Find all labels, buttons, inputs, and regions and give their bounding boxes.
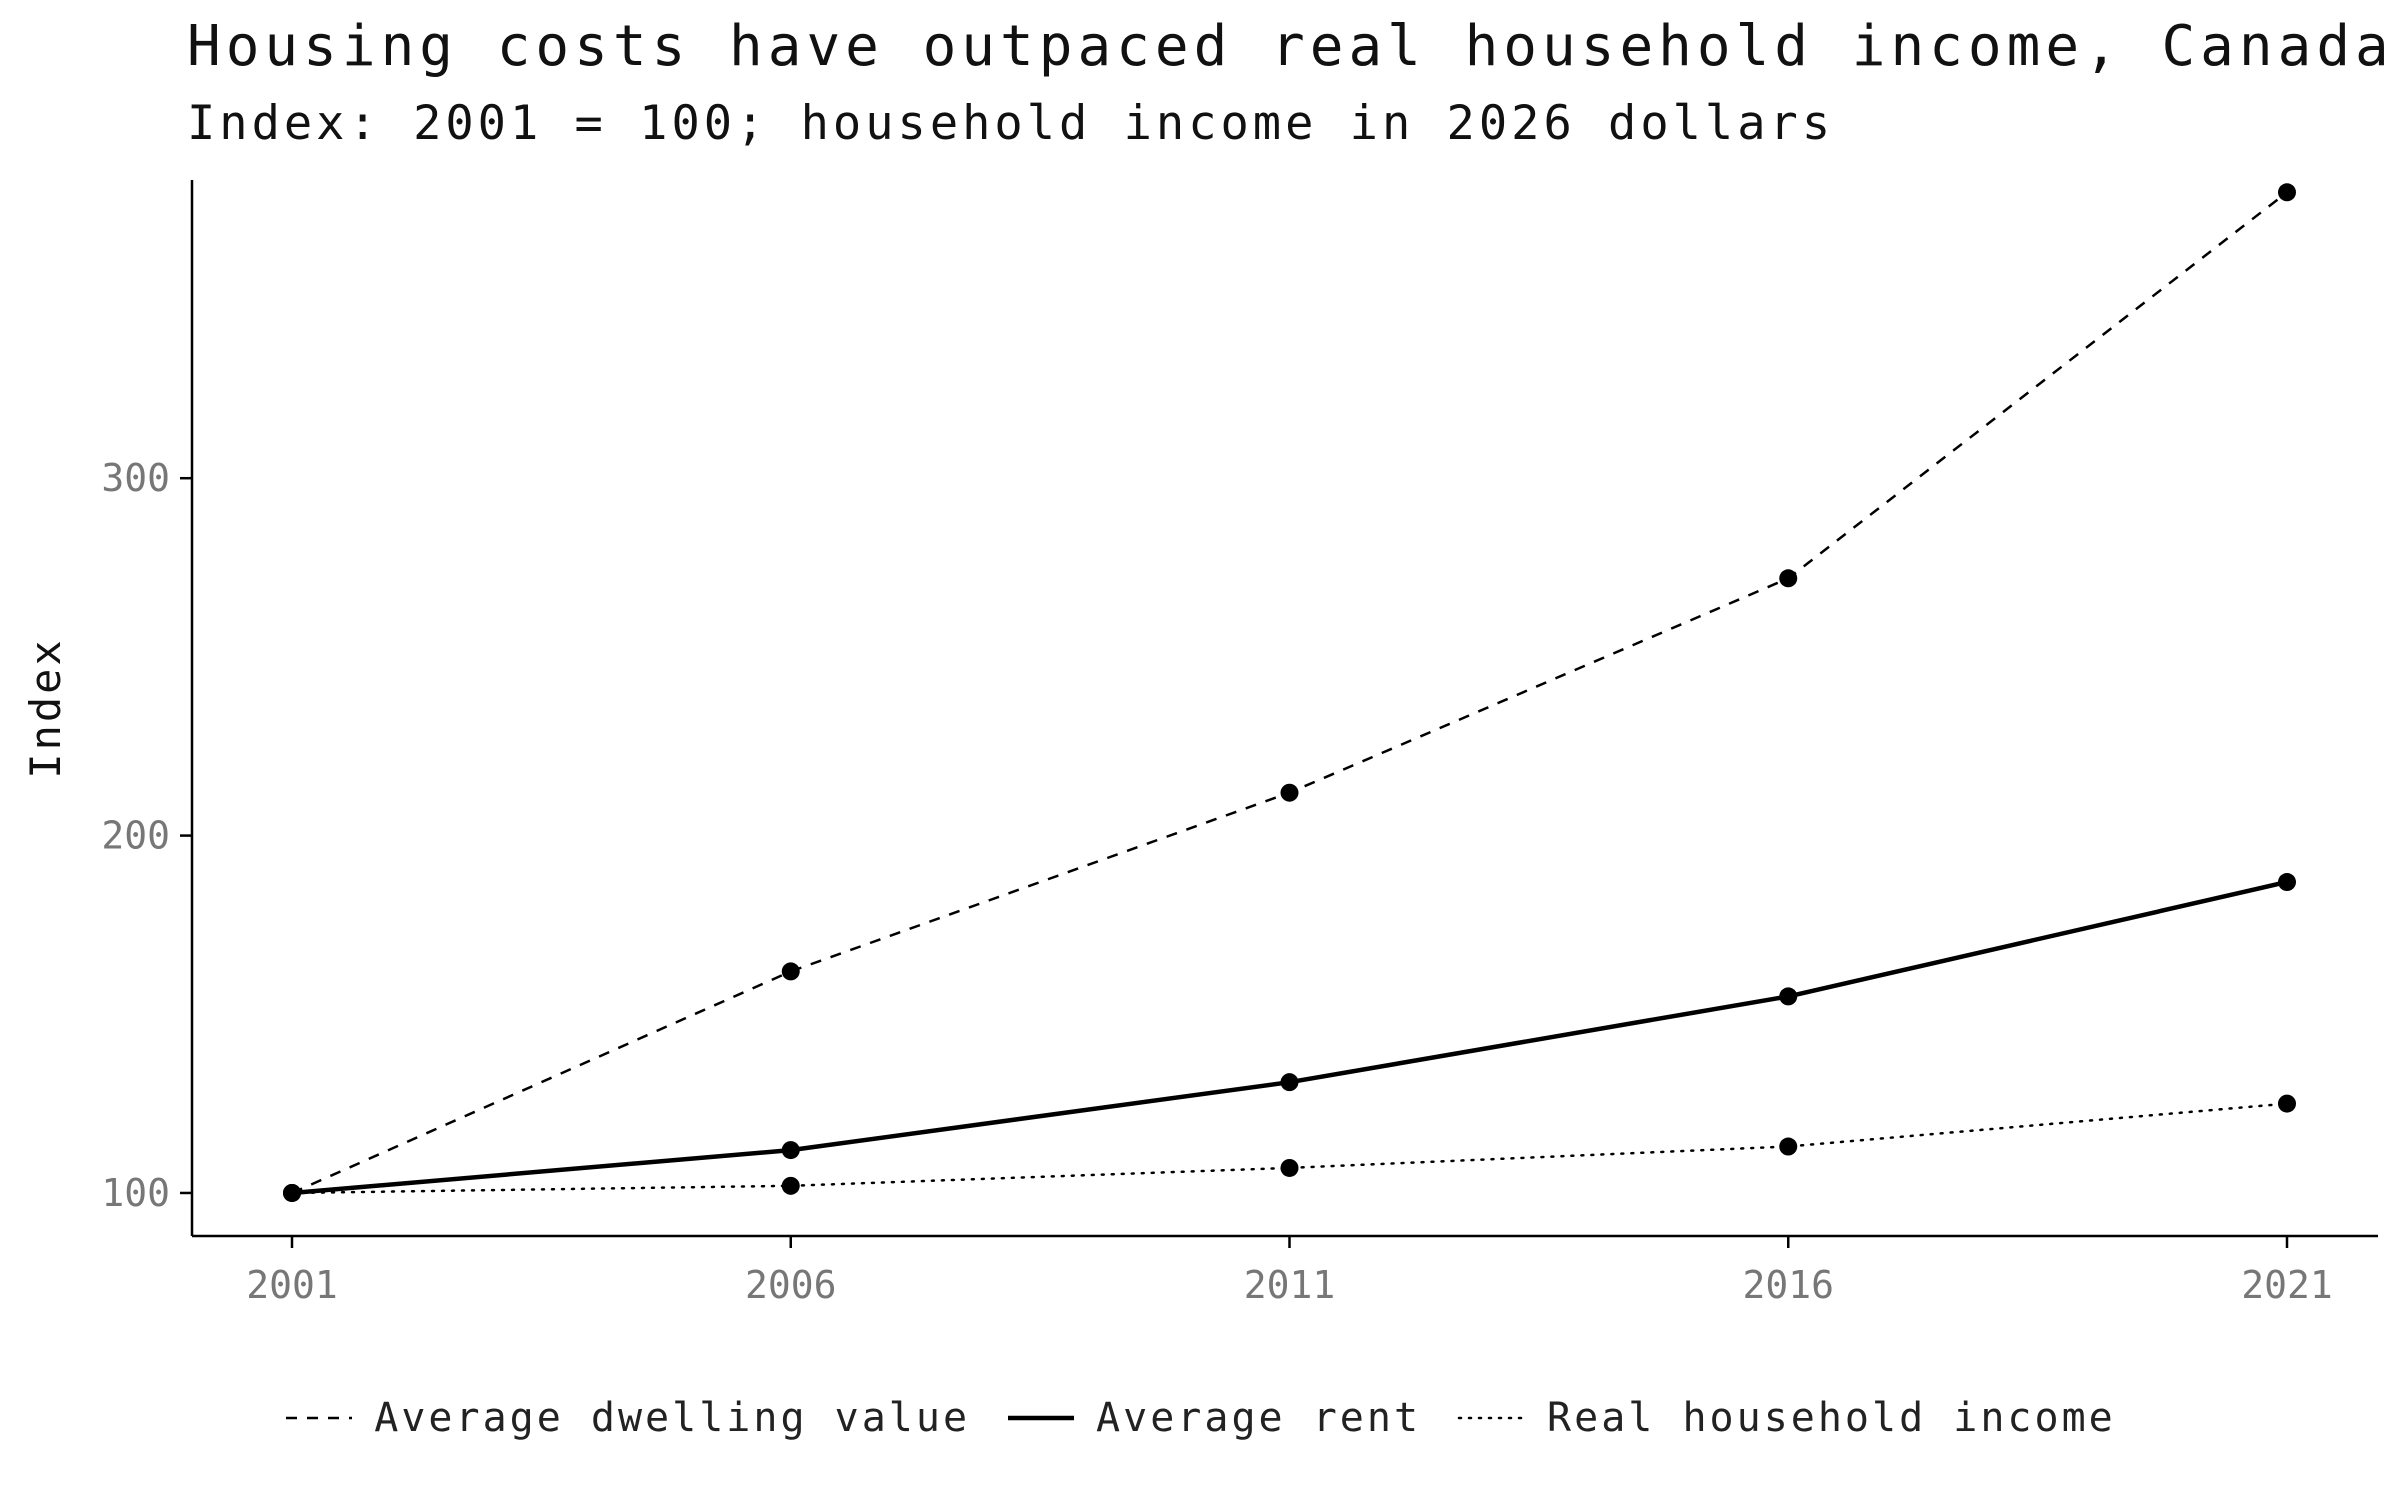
legend-label: Average dwelling value: [374, 1395, 971, 1441]
legend-label: Average rent: [1096, 1395, 1422, 1441]
series: [283, 183, 2296, 1202]
y-tick-label: 200: [101, 814, 170, 858]
x-tick-label: 2001: [246, 1263, 338, 1307]
legend-item-dwelling-value: Average dwelling value: [284, 1395, 970, 1441]
y-tick-label: 300: [101, 456, 170, 500]
legend-label: Real household income: [1547, 1395, 2116, 1441]
legend-key-dashed: [286, 1416, 353, 1420]
data-point: [781, 1141, 800, 1160]
axes: Index: [21, 180, 2378, 1238]
x-tick-label: 2006: [745, 1263, 837, 1307]
series-line-solid: [289, 879, 2290, 1196]
ticks: 100 200 300 2001 2006 2011 2016 2021: [101, 456, 2332, 1307]
chart-subtitle: Index: 2001 = 100; household income in 2…: [187, 96, 1835, 151]
data-point: [1779, 987, 1798, 1006]
legend: Average dwelling value Average rent Real…: [0, 1395, 2400, 1441]
data-point: [1280, 1158, 1299, 1177]
y-tick-label: 100: [101, 1171, 170, 1215]
data-point: [2278, 1094, 2296, 1113]
data-point: [1280, 1073, 1299, 1092]
data-point: [2278, 873, 2296, 892]
data-point: [1779, 569, 1798, 588]
data-point: [283, 1183, 301, 1202]
data-point: [1779, 1137, 1798, 1156]
data-point: [1280, 783, 1299, 802]
legend-key-dotted: [1457, 1416, 1527, 1420]
chart-title: Housing costs have outpaced real househo…: [187, 14, 2394, 79]
y-axis-title: Index: [21, 637, 70, 778]
series-line-dashed: [291, 191, 2288, 1195]
data-point: [781, 1176, 800, 1195]
legend-item-real-household-income: Real household income: [1457, 1395, 2116, 1441]
legend-item-average-rent: Average rent: [1006, 1395, 1421, 1441]
legend-key-solid: [1008, 1415, 1075, 1421]
x-tick-label: 2016: [1742, 1263, 1834, 1307]
series-line-dotted: [290, 1102, 2289, 1195]
x-tick-label: 2011: [1244, 1263, 1336, 1307]
data-point: [2278, 183, 2296, 202]
data-point: [781, 962, 800, 981]
x-tick-label: 2021: [2241, 1263, 2333, 1307]
